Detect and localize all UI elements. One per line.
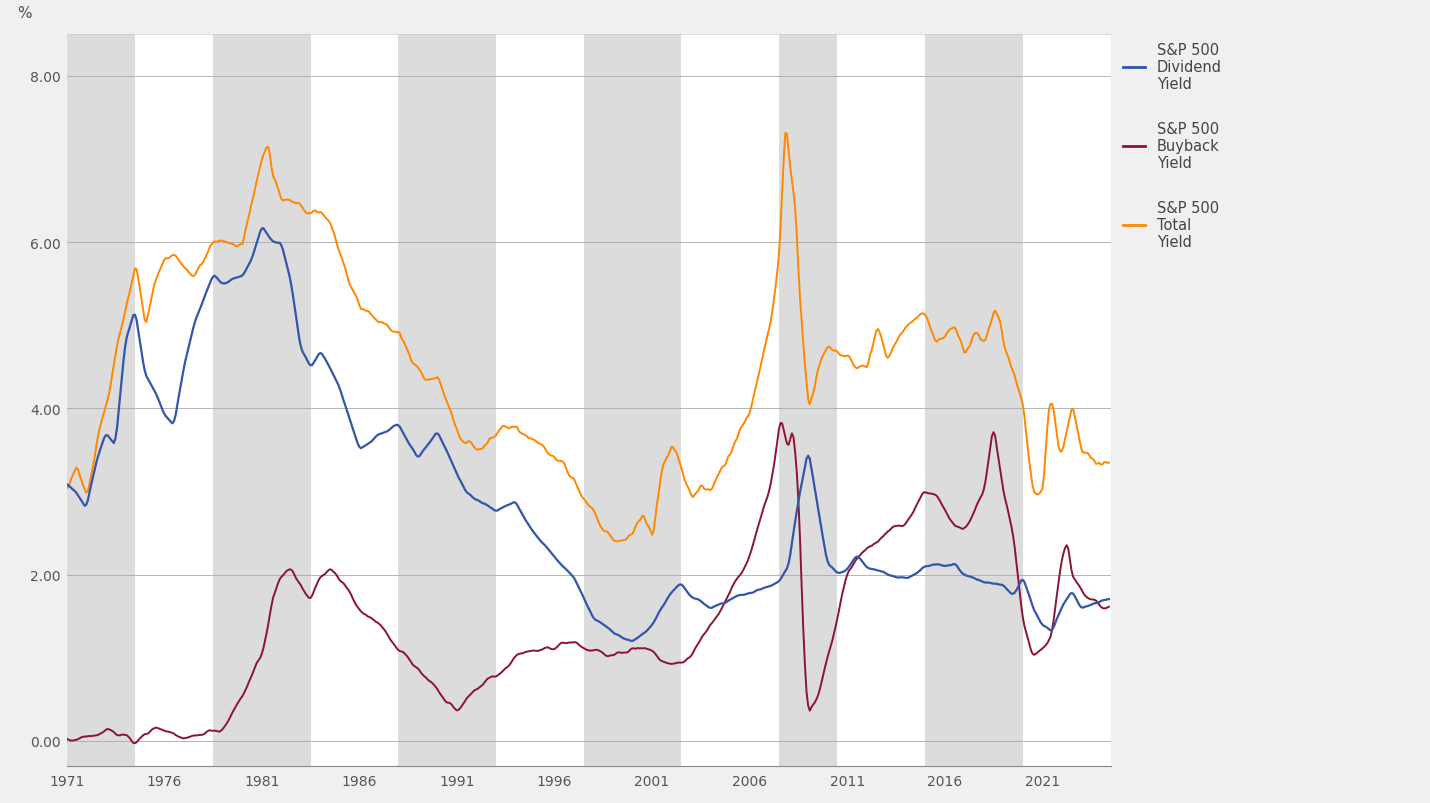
Bar: [838, 35, 925, 766]
Bar: [1022, 35, 1111, 766]
Bar: [67, 35, 134, 766]
Bar: [779, 35, 838, 766]
Bar: [496, 35, 583, 766]
Bar: [681, 35, 779, 766]
Bar: [213, 35, 310, 766]
Bar: [583, 35, 681, 766]
Bar: [399, 35, 496, 766]
Bar: [134, 35, 213, 766]
Bar: [925, 35, 1022, 766]
Bar: [310, 35, 399, 766]
Legend: S&P 500
Dividend
Yield, S&P 500
Buyback
Yield, S&P 500
Total
Yield: S&P 500 Dividend Yield, S&P 500 Buyback …: [1123, 43, 1221, 250]
Y-axis label: %: %: [17, 6, 33, 21]
